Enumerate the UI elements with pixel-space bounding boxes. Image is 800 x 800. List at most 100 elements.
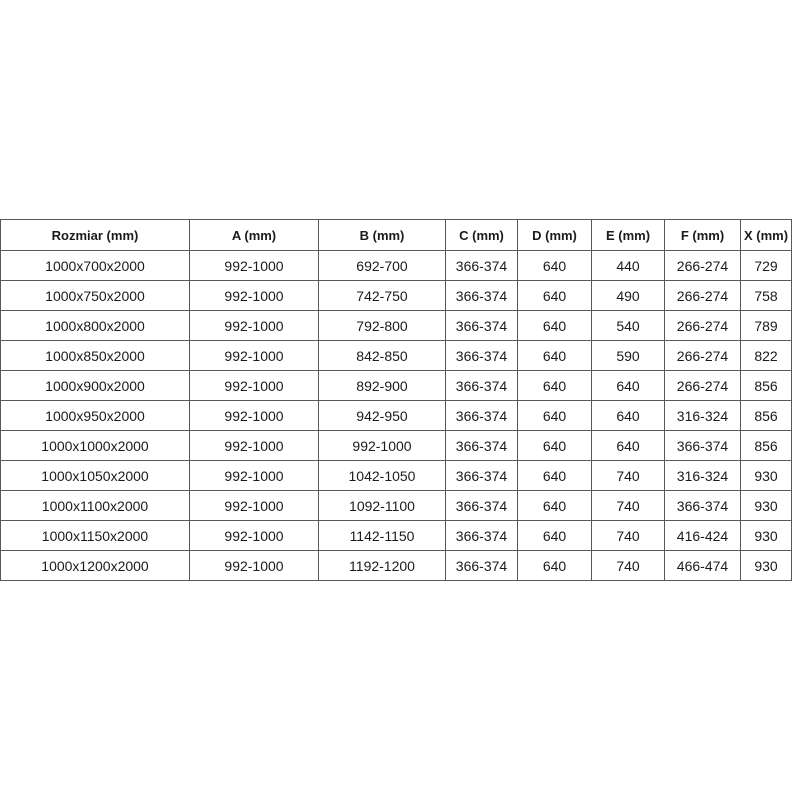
table-row: 1000x700x2000 992-1000 692-700 366-374 640 44…	[0, 250, 792, 281]
header-row: Rozmiar (mm) A (mm) B (mm) C (mm) D (mm) E (m…	[0, 219, 792, 251]
table-cell: 540	[591, 310, 665, 341]
table-cell: 992-1000	[189, 370, 319, 401]
table-cell: 1000x950x2000	[0, 400, 190, 431]
table-cell: 640	[591, 370, 665, 401]
table-cell: 930	[740, 460, 792, 491]
table-cell: 1092-1100	[318, 490, 446, 521]
table-cell: 466-474	[664, 550, 741, 581]
table-cell: 740	[591, 550, 665, 581]
table-cell: 1192-1200	[318, 550, 446, 581]
table-cell: 1142-1150	[318, 520, 446, 551]
table-cell: 366-374	[445, 490, 518, 521]
table-cell: 640	[517, 250, 592, 281]
table-cell: 992-1000	[189, 280, 319, 311]
table-row: 1000x850x2000 992-1000 842-850 366-374 640 59…	[0, 340, 792, 371]
table-cell: 640	[591, 400, 665, 431]
table-cell: 416-424	[664, 520, 741, 551]
table-cell: 640	[517, 370, 592, 401]
table-row: 1000x1100x2000 992-1000 1092-1100 366-374 64…	[0, 490, 792, 521]
table-cell: 266-274	[664, 340, 741, 371]
table-cell: 266-274	[664, 250, 741, 281]
table-cell: 992-1000	[189, 400, 319, 431]
table-row: 1000x750x2000 992-1000 742-750 366-374 640 49…	[0, 280, 792, 311]
table-cell: 1000x1150x2000	[0, 520, 190, 551]
table-cell: 366-374	[445, 280, 518, 311]
table-cell: 640	[517, 310, 592, 341]
table-cell: 366-374	[445, 340, 518, 371]
table-cell: 366-374	[445, 400, 518, 431]
table-cell: 640	[517, 280, 592, 311]
table-row: 1000x1050x2000 992-1000 1042-1050 366-374 64…	[0, 460, 792, 491]
table-cell: 842-850	[318, 340, 446, 371]
table-cell: 758	[740, 280, 792, 311]
size-spec-table: Rozmiar (mm) A (mm) B (mm) C (mm) D (mm) E (m…	[0, 219, 792, 581]
table-cell: 729	[740, 250, 792, 281]
table-cell: 640	[517, 400, 592, 431]
table-cell: 640	[517, 340, 592, 371]
table-cell: 992-1000	[318, 430, 446, 461]
table-cell: 590	[591, 340, 665, 371]
column-header: F (mm)	[664, 219, 741, 251]
column-header: Rozmiar (mm)	[0, 219, 190, 251]
column-header: E (mm)	[591, 219, 665, 251]
table-cell: 1042-1050	[318, 460, 446, 491]
table-cell: 266-274	[664, 310, 741, 341]
table-cell: 266-274	[664, 370, 741, 401]
table-cell: 640	[517, 430, 592, 461]
table-row: 1000x950x2000 992-1000 942-950 366-374 640 64…	[0, 400, 792, 431]
table-row: 1000x800x2000 992-1000 792-800 366-374 640 54…	[0, 310, 792, 341]
table-cell: 316-324	[664, 460, 741, 491]
table-row: 1000x900x2000 992-1000 892-900 366-374 640 64…	[0, 370, 792, 401]
table-cell: 992-1000	[189, 310, 319, 341]
table-cell: 640	[517, 460, 592, 491]
table-cell: 640	[517, 550, 592, 581]
table-cell: 366-374	[445, 250, 518, 281]
table-cell: 992-1000	[189, 550, 319, 581]
table-cell: 892-900	[318, 370, 446, 401]
table-cell: 930	[740, 520, 792, 551]
table-cell: 640	[517, 520, 592, 551]
table-cell: 1000x1050x2000	[0, 460, 190, 491]
table-cell: 692-700	[318, 250, 446, 281]
table-cell: 856	[740, 430, 792, 461]
table-cell: 366-374	[445, 550, 518, 581]
table-cell: 856	[740, 400, 792, 431]
table-cell: 792-800	[318, 310, 446, 341]
table-cell: 266-274	[664, 280, 741, 311]
table-cell: 1000x1200x2000	[0, 550, 190, 581]
table-cell: 930	[740, 550, 792, 581]
table-cell: 366-374	[664, 490, 741, 521]
table-cell: 640	[517, 490, 592, 521]
table-cell: 930	[740, 490, 792, 521]
table-cell: 789	[740, 310, 792, 341]
table-cell: 992-1000	[189, 520, 319, 551]
column-header: D (mm)	[517, 219, 592, 251]
table-cell: 822	[740, 340, 792, 371]
table-cell: 1000x800x2000	[0, 310, 190, 341]
table-cell: 366-374	[664, 430, 741, 461]
table-cell: 1000x750x2000	[0, 280, 190, 311]
table-cell: 942-950	[318, 400, 446, 431]
table-cell: 740	[591, 490, 665, 521]
table-cell: 742-750	[318, 280, 446, 311]
column-header: B (mm)	[318, 219, 446, 251]
table-row: 1000x1000x2000 992-1000 992-1000 366-374 640…	[0, 430, 792, 461]
table-cell: 992-1000	[189, 490, 319, 521]
table-cell: 1000x900x2000	[0, 370, 190, 401]
table-cell: 992-1000	[189, 340, 319, 371]
table-cell: 366-374	[445, 520, 518, 551]
table-cell: 992-1000	[189, 430, 319, 461]
table-cell: 366-374	[445, 370, 518, 401]
table-cell: 490	[591, 280, 665, 311]
table-cell: 1000x1000x2000	[0, 430, 190, 461]
table-cell: 1000x700x2000	[0, 250, 190, 281]
table-cell: 992-1000	[189, 460, 319, 491]
table-row: 1000x1200x2000 992-1000 1192-1200 366-374 64…	[0, 550, 792, 581]
table-body: 1000x700x2000 992-1000 692-700 366-374 640 44…	[0, 250, 792, 581]
table-cell: 856	[740, 370, 792, 401]
table-row: 1000x1150x2000 992-1000 1142-1150 366-374 64…	[0, 520, 792, 551]
column-header: A (mm)	[189, 219, 319, 251]
column-header: X (mm)	[740, 219, 792, 251]
table-cell: 640	[591, 430, 665, 461]
table-cell: 366-374	[445, 310, 518, 341]
